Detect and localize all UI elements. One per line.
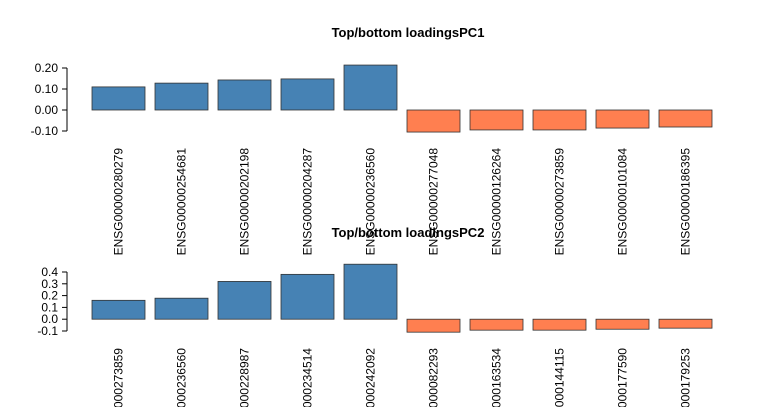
- y-tick-label: 0.4: [41, 265, 58, 279]
- chart-title: Top/bottom loadingsPC1: [332, 25, 485, 40]
- bar: [91, 299, 146, 320]
- bar: [91, 86, 146, 111]
- x-tick-label: ENSG00000101084: [616, 148, 630, 256]
- bar: [406, 318, 461, 333]
- x-tick-label: ENSG00000202198: [238, 148, 252, 256]
- bar: [217, 281, 272, 320]
- bar: [595, 318, 650, 330]
- x-tick-label: ENSG00000273859: [553, 148, 567, 256]
- bar: [280, 273, 335, 320]
- y-tick-label: 0.10: [35, 82, 59, 96]
- bar: [154, 82, 209, 111]
- bar: [532, 109, 587, 131]
- bar: [595, 109, 650, 129]
- y-tick-label: -0.10: [31, 124, 59, 138]
- y-tick-label: 0.0: [41, 312, 58, 326]
- x-tick-label: 000179253: [679, 348, 693, 407]
- x-tick-label: 000163534: [490, 348, 504, 407]
- x-tick-label: 000242092: [364, 348, 378, 407]
- bar: [658, 109, 713, 128]
- x-tick-label: 000236560: [175, 348, 189, 407]
- bar: [406, 109, 461, 133]
- x-tick-label: 000273859: [112, 348, 126, 407]
- x-tick-label: 000228987: [238, 348, 252, 407]
- bar: [280, 78, 335, 111]
- x-tick-label: ENSG00000254681: [175, 148, 189, 256]
- x-tick-label: ENSG00000126264: [490, 148, 504, 256]
- bar: [469, 318, 524, 331]
- x-tick-label: ENSG00000204287: [301, 148, 315, 256]
- y-tick-label: -0.1: [37, 324, 58, 338]
- x-tick-label: ENSG00000186395: [679, 148, 693, 256]
- bar: [469, 109, 524, 131]
- y-tick-label: 0.20: [35, 61, 59, 75]
- x-tick-label: ENSG00000280279: [112, 148, 126, 256]
- bar: [658, 318, 713, 329]
- bar: [343, 64, 398, 111]
- bar: [343, 263, 398, 320]
- y-tick-label: 0.00: [35, 103, 59, 117]
- x-tick-label: ENSG00000236560: [364, 148, 378, 256]
- y-tick-label: 0.2: [41, 289, 58, 303]
- chart-title: Top/bottom loadingsPC2: [332, 225, 485, 240]
- y-tick-label: 0.3: [41, 277, 58, 291]
- y-tick-label: 0.1: [41, 300, 58, 314]
- bar: [217, 79, 272, 111]
- bar: [154, 297, 209, 320]
- x-tick-label: 000082293: [427, 348, 441, 407]
- x-tick-label: ENSG00000277048: [427, 148, 441, 256]
- bar: [532, 318, 587, 331]
- x-tick-label: 000177590: [616, 348, 630, 407]
- x-tick-label: 000144115: [553, 348, 567, 407]
- x-tick-label: 000234514: [301, 348, 315, 407]
